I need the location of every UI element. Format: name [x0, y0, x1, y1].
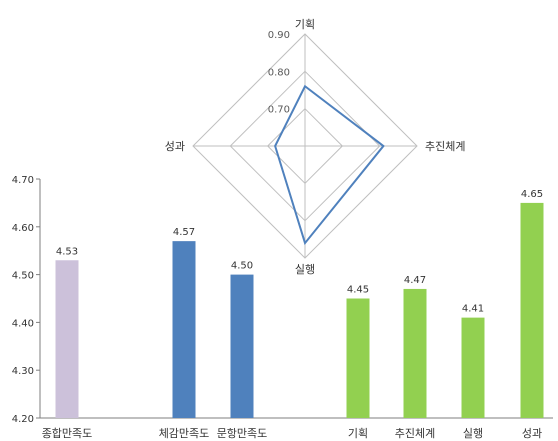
radar-tick-label: 0.90 [268, 30, 290, 41]
bar [172, 241, 196, 418]
bar-value-label: 4.50 [231, 261, 253, 272]
radar-tick-label: 0.80 [268, 67, 290, 78]
bar [55, 260, 79, 418]
bar-value-label: 4.45 [347, 285, 369, 296]
y-tick-label: 4.30 [12, 366, 34, 377]
bar-chart: 4.20 4.30 4.40 4.50 4.60 4.70 4.53 종합만족도 4.57 체감만… [12, 175, 553, 440]
radar-tick-label: 0.70 [268, 105, 290, 116]
radar-axis-label: 추진체계 [425, 140, 465, 153]
radar-axis-label: 실행 [295, 263, 315, 276]
y-tick-label: 4.70 [12, 175, 34, 186]
bar-value-label: 4.47 [404, 275, 426, 286]
bar-value-label: 4.65 [521, 189, 543, 200]
y-tick-label: 4.50 [12, 271, 34, 282]
x-tick-label: 종합만족도 [42, 427, 93, 440]
x-tick-label: 성과 [522, 427, 542, 440]
x-tick-label: 체감만족도 [159, 427, 210, 440]
x-tick-label: 실행 [463, 427, 483, 440]
bar [461, 317, 485, 418]
bar [230, 274, 254, 418]
bar-value-label: 4.57 [173, 227, 195, 238]
radar-series-line [274, 84, 385, 246]
y-tick-label: 4.20 [12, 414, 34, 425]
y-tick-label: 4.40 [12, 318, 34, 329]
x-tick-label: 문항만족도 [217, 427, 268, 440]
bar [403, 288, 427, 418]
radar-axis-label: 기획 [295, 18, 315, 31]
bar [346, 298, 370, 418]
x-tick-label: 기획 [348, 427, 368, 440]
x-tick-label: 추진체계 [395, 427, 435, 440]
y-tick-label: 4.60 [12, 223, 34, 234]
bar-value-label: 4.41 [462, 304, 484, 315]
bar-value-label: 4.53 [56, 246, 78, 257]
bar [520, 202, 544, 418]
radar-axis-label: 성과 [165, 140, 185, 153]
